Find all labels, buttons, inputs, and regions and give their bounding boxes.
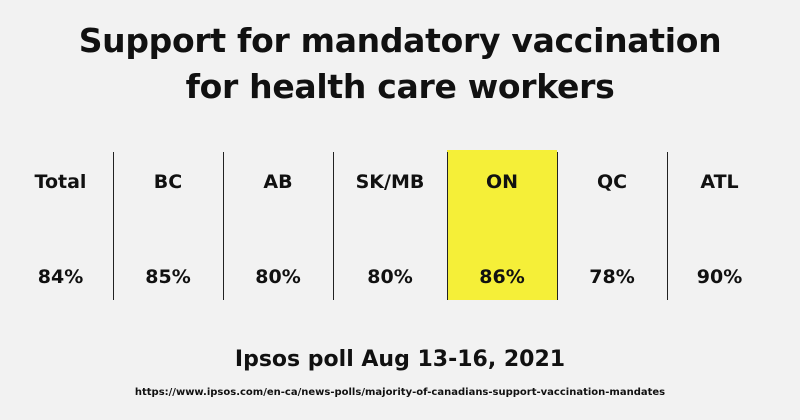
region-label: ON bbox=[485, 171, 519, 193]
source-url: https://www.ipsos.com/en-ca/news-polls/m… bbox=[134, 387, 666, 398]
support-percentage: 84% bbox=[37, 266, 84, 288]
region-label: AB bbox=[263, 171, 293, 193]
column-on: ON 86% bbox=[447, 150, 557, 300]
column-divider bbox=[447, 152, 448, 300]
region-label: ATL bbox=[700, 171, 739, 193]
column-divider bbox=[333, 152, 334, 300]
region-label: SK/MB bbox=[355, 171, 425, 193]
support-percentage: 85% bbox=[145, 266, 191, 288]
column-ab: AB 80% bbox=[223, 150, 333, 300]
support-percentage: 80% bbox=[255, 266, 301, 288]
column-divider bbox=[113, 152, 114, 300]
support-percentage: 90% bbox=[696, 266, 743, 288]
column-sk-mb: SK/MB 80% bbox=[333, 150, 447, 300]
column-atl: ATL 90% bbox=[667, 150, 772, 300]
region-label: Total bbox=[34, 171, 87, 193]
support-percentage: 80% bbox=[367, 266, 413, 288]
support-percentage: 86% bbox=[479, 266, 525, 288]
support-percentage: 78% bbox=[589, 266, 635, 288]
results-table: Total 84% BC 85% AB 80% SK/MB 80% ON 86% QC 78% ATL 9… bbox=[0, 150, 800, 300]
region-label: QC bbox=[596, 171, 628, 193]
chart-title-line-2: for health care workers bbox=[185, 67, 615, 106]
poll-caption: Ipsos poll Aug 13-16, 2021 bbox=[234, 347, 566, 372]
column-divider bbox=[667, 152, 668, 300]
column-divider bbox=[223, 152, 224, 300]
column-total: Total 84% bbox=[8, 150, 113, 300]
region-label: BC bbox=[153, 171, 183, 193]
column-bc: BC 85% bbox=[113, 150, 223, 300]
chart-title: Support for mandatory vaccination for he… bbox=[0, 18, 800, 110]
column-qc: QC 78% bbox=[557, 150, 667, 300]
chart-title-line-1: Support for mandatory vaccination bbox=[78, 21, 722, 60]
column-divider bbox=[557, 152, 558, 300]
